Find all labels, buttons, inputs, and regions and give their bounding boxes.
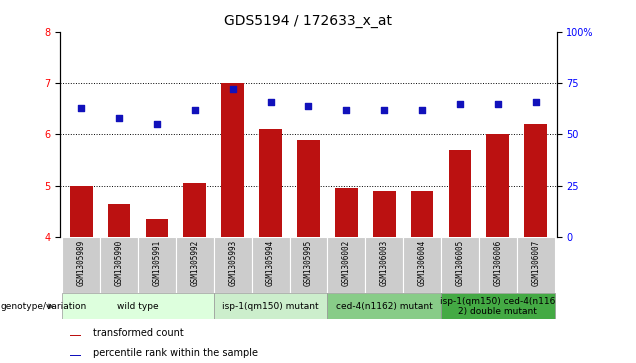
Bar: [411, 191, 433, 237]
Bar: [107, 204, 130, 237]
Text: GSM1306002: GSM1306002: [342, 240, 351, 286]
Point: [455, 101, 465, 107]
Bar: [441, 237, 479, 293]
Bar: [524, 124, 547, 237]
Text: genotype/variation: genotype/variation: [1, 302, 87, 311]
Point: [379, 107, 389, 113]
Bar: [176, 237, 214, 293]
Bar: [448, 150, 471, 237]
Bar: [214, 293, 328, 319]
Text: GSM1306003: GSM1306003: [380, 240, 389, 286]
Bar: [71, 355, 81, 356]
Point: [76, 105, 86, 111]
Text: isp-1(qm150) mutant: isp-1(qm150) mutant: [222, 302, 319, 311]
Point: [265, 99, 275, 105]
Point: [190, 107, 200, 113]
Text: transformed count: transformed count: [93, 328, 183, 338]
Bar: [365, 237, 403, 293]
Text: GSM1306004: GSM1306004: [418, 240, 427, 286]
Point: [303, 103, 314, 109]
Text: GSM1305993: GSM1305993: [228, 240, 237, 286]
Bar: [516, 237, 555, 293]
Bar: [487, 134, 509, 237]
Bar: [252, 237, 289, 293]
Bar: [146, 219, 169, 237]
Bar: [297, 140, 320, 237]
Bar: [62, 293, 214, 319]
Text: GSM1306006: GSM1306006: [494, 240, 502, 286]
Point: [417, 107, 427, 113]
Bar: [214, 237, 252, 293]
Bar: [70, 186, 93, 237]
Bar: [373, 191, 396, 237]
Bar: [62, 237, 100, 293]
Text: wild type: wild type: [117, 302, 159, 311]
Point: [342, 107, 352, 113]
Text: GSM1305990: GSM1305990: [114, 240, 123, 286]
Bar: [328, 237, 365, 293]
Text: ced-4(n1162) mutant: ced-4(n1162) mutant: [336, 302, 432, 311]
Title: GDS5194 / 172633_x_at: GDS5194 / 172633_x_at: [225, 14, 392, 28]
Bar: [403, 237, 441, 293]
Text: GSM1305989: GSM1305989: [77, 240, 86, 286]
Bar: [479, 237, 516, 293]
Point: [228, 86, 238, 92]
Bar: [335, 188, 357, 237]
Bar: [441, 293, 555, 319]
Bar: [138, 237, 176, 293]
Point: [530, 99, 541, 105]
Text: GSM1305991: GSM1305991: [153, 240, 162, 286]
Bar: [328, 293, 441, 319]
Text: GSM1306007: GSM1306007: [531, 240, 540, 286]
Point: [114, 115, 124, 121]
Bar: [100, 237, 138, 293]
Bar: [289, 237, 328, 293]
Text: GSM1306005: GSM1306005: [455, 240, 464, 286]
Text: GSM1305995: GSM1305995: [304, 240, 313, 286]
Bar: [259, 129, 282, 237]
Text: percentile rank within the sample: percentile rank within the sample: [93, 348, 258, 358]
Text: GSM1305994: GSM1305994: [266, 240, 275, 286]
Point: [152, 121, 162, 127]
Text: GSM1305992: GSM1305992: [190, 240, 199, 286]
Bar: [221, 83, 244, 237]
Bar: [71, 335, 81, 336]
Text: isp-1(qm150) ced-4(n116
2) double mutant: isp-1(qm150) ced-4(n116 2) double mutant: [440, 297, 555, 316]
Point: [493, 101, 503, 107]
Bar: [184, 183, 206, 237]
